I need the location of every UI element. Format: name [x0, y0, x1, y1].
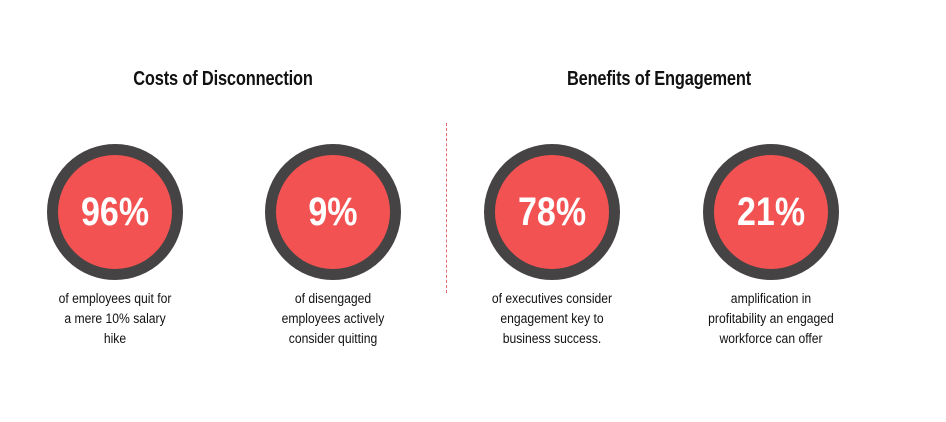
description-line: of executives consider	[491, 291, 613, 306]
stat-circle: 21%	[703, 144, 839, 280]
stat-circle: 78%	[484, 144, 620, 280]
stat-description: of executives consider engagement key to b…	[471, 289, 633, 349]
section-divider	[446, 123, 447, 293]
description-line: amplification in	[730, 291, 812, 306]
description-line: workforce can offer	[719, 331, 823, 346]
description-line: a mere 10% salary	[64, 311, 166, 326]
stat-description: of employees quit for a mere 10% salary hi…	[34, 289, 196, 349]
stat-value: 21%	[736, 189, 806, 234]
stat-circle: 96%	[47, 144, 183, 280]
stat-value: 78%	[517, 189, 587, 234]
stat-value: 9%	[308, 189, 358, 234]
stat-circle: 9%	[265, 144, 401, 280]
description-line: employees actively	[281, 311, 385, 326]
description-line: of employees quit for	[58, 291, 172, 306]
stat-value: 96%	[80, 189, 150, 234]
description-line: of disengaged	[294, 291, 372, 306]
section-title: Benefits of Engagement	[566, 68, 752, 90]
description-line: business success.	[502, 331, 602, 346]
section-title: Costs of Disconnection	[133, 68, 313, 90]
description-line: profitability an engaged	[708, 311, 834, 326]
description-line: consider quitting	[288, 331, 378, 346]
description-line: hike	[103, 331, 127, 346]
stat-description: amplification in profitability an engaged…	[690, 289, 852, 349]
description-line: engagement key to	[500, 311, 604, 326]
stat-description: of disengaged employees actively consider …	[252, 289, 414, 349]
